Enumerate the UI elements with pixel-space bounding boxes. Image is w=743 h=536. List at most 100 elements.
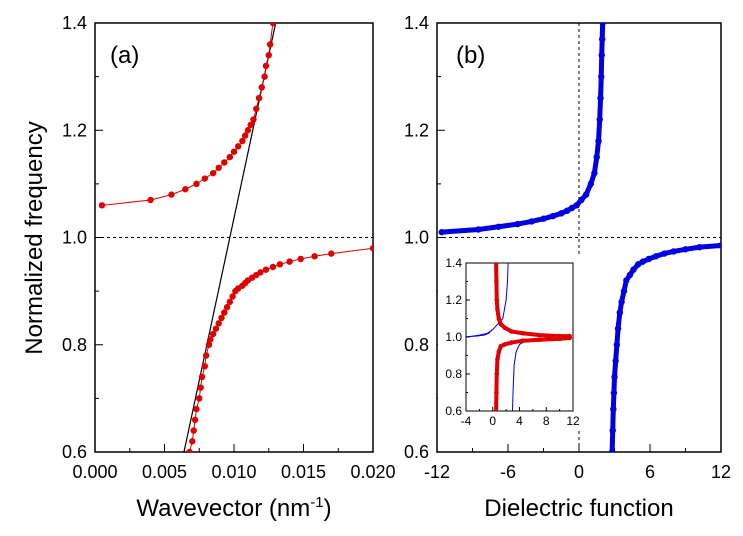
panel-b-series-0-point bbox=[573, 202, 580, 209]
panel-b-series-0-point bbox=[598, 35, 606, 43]
panel-a-series-0-point bbox=[262, 62, 270, 70]
panel-a-x-tick-label: 0.015 bbox=[281, 462, 326, 482]
panel-b-series-0-point bbox=[597, 94, 604, 102]
panel-b-series-0-point bbox=[598, 73, 605, 80]
panel-a-series-1-point bbox=[209, 330, 217, 338]
panel-b-inset-x-tick-label: 0 bbox=[489, 414, 496, 428]
panel-b-inset-series-0-point bbox=[493, 263, 499, 266]
panel-b-inset-series-1-point bbox=[520, 338, 526, 344]
panel-a-x-tick-label: 0.020 bbox=[350, 462, 395, 482]
panel-b-inset-x-tick-label: 4 bbox=[516, 414, 523, 428]
panel-a-series-0-point bbox=[201, 175, 209, 182]
panel-b-series-1-point bbox=[620, 287, 628, 295]
panel-b-series-1-point bbox=[618, 298, 625, 306]
panel-b-y-tick-label: 1.0 bbox=[404, 228, 429, 248]
panel-a-series-0-point bbox=[250, 116, 257, 123]
panel-a-series-1 bbox=[186, 245, 373, 452]
panel-a-chart: 0.000 0.005 0.010 0.015 0.020 0.6 0.8 1.0 1.2 1.4… bbox=[21, 13, 396, 522]
panel-b-inset-series-1-point bbox=[502, 342, 508, 347]
panel-b-inset-x-tick-label: 12 bbox=[566, 414, 580, 428]
panel-b-series-0-point bbox=[549, 212, 557, 220]
panel-a-series-1-point bbox=[191, 416, 199, 424]
panel-a-series-1-point bbox=[262, 266, 270, 273]
panel-a-x-axis-title-main: Wavevector (nm bbox=[136, 495, 310, 522]
panel-a-series-1-point bbox=[198, 373, 206, 381]
panel-a-x-axis-title-suffix: ) bbox=[324, 495, 332, 522]
panel-b-series-1-point bbox=[661, 250, 668, 257]
panel-b-series-0-point bbox=[582, 191, 590, 198]
panel-a-series-0-point bbox=[241, 132, 249, 139]
panel-b-series-1-point bbox=[634, 261, 642, 268]
panel-b-series-0-point bbox=[599, 23, 606, 27]
panel-b-series-1-point bbox=[614, 325, 622, 332]
panel-a-series-1-point bbox=[212, 325, 220, 332]
panel-b-inset-series-1-point bbox=[496, 349, 502, 355]
panel-a-series-0-point bbox=[239, 137, 246, 145]
panel-a-series-1-point bbox=[276, 261, 284, 268]
panel-a-series-0-point bbox=[261, 73, 268, 80]
panel-b-series-0-point bbox=[568, 204, 576, 212]
panel-a-x-axis-title: Wavevector (nm-1) bbox=[136, 494, 331, 522]
panel-a-series-0-point bbox=[168, 191, 175, 198]
panel-a-series-0-point bbox=[265, 51, 272, 59]
panel-a-series-1-point bbox=[218, 314, 225, 322]
panel-b-series-0-point bbox=[495, 223, 502, 230]
panel-a-series-0-point bbox=[193, 180, 200, 188]
panel-b-series-1-point bbox=[609, 427, 616, 434]
panel-a-y-tick-label: 0.6 bbox=[62, 442, 87, 462]
panel-b-series-0-point bbox=[438, 228, 445, 236]
panel-b-series-0-point bbox=[563, 207, 571, 214]
panel-b-series-1-point bbox=[610, 389, 618, 397]
panel-a-series-1-point bbox=[297, 255, 304, 263]
panel-b-series-0-point bbox=[591, 169, 598, 177]
panel-b-inset-thin-series-2 bbox=[466, 329, 493, 338]
panel-b-inset-series-1 bbox=[493, 335, 572, 411]
panel-b-series-0-point bbox=[596, 116, 603, 123]
panel-a-series-1-point bbox=[223, 304, 231, 311]
panel-b-series-1-point bbox=[682, 246, 689, 253]
panel-b-inset-series-0-point bbox=[520, 331, 526, 336]
panel-a-x-tick-label: 0.000 bbox=[72, 462, 117, 482]
panel-a-series-1-point bbox=[189, 438, 196, 445]
panel-a-series-1-point bbox=[201, 363, 209, 370]
panel-b-series-1-point bbox=[652, 253, 660, 260]
panel-b-series-0-point bbox=[595, 137, 602, 145]
panel-b-x-axis-title: Dielectric function bbox=[484, 495, 673, 522]
panel-b-inset-series-1-point bbox=[493, 408, 499, 411]
panel-a-series-1-point bbox=[193, 405, 200, 413]
panel-a-series-1-point bbox=[203, 352, 210, 359]
panel-b-inset-x-tick-label: -4 bbox=[461, 414, 472, 428]
panel-b-inset-series-1-point bbox=[509, 340, 514, 345]
panel-a-series-1-point bbox=[369, 245, 373, 252]
panel-b-inset-series-0-point bbox=[509, 329, 514, 334]
panel-a-y-tick-label: 1.2 bbox=[62, 120, 87, 140]
panel-b-series-0-point bbox=[598, 51, 605, 59]
panel-a-series-0-point bbox=[226, 153, 234, 161]
panel-b-series-0-point bbox=[540, 215, 547, 222]
panel-b-inset-y-tick-label: 1.4 bbox=[445, 256, 462, 270]
panel-b-inset-series-1-point bbox=[537, 337, 542, 343]
panel-a-series-1-point bbox=[269, 263, 277, 271]
panel-b-label: (b) bbox=[456, 42, 485, 69]
panel-b-chart: -12 -6 0 6 12 0.6 0.8 1.0 1.2 1.4 (b) Dielectric fu… bbox=[404, 13, 731, 522]
panel-b-series-0-point bbox=[475, 226, 482, 233]
panel-a-y-tick-label: 1.0 bbox=[62, 228, 87, 248]
panel-b-series-0-point bbox=[558, 210, 565, 217]
panel-a-series-0-point bbox=[98, 202, 106, 209]
panel-b-series-1 bbox=[608, 242, 721, 452]
panel-a-series-1-point bbox=[328, 250, 335, 257]
panel-b-inset-series-1-point bbox=[494, 390, 499, 395]
panel-b-series-0-point bbox=[528, 218, 535, 225]
panel-b-y-tick-label: 1.2 bbox=[404, 120, 429, 140]
panel-a-series-1-point bbox=[196, 395, 203, 402]
panel-b-series-1-point bbox=[696, 243, 703, 251]
panel-a-series-1-line bbox=[189, 247, 373, 452]
panel-a-series-0-point bbox=[244, 127, 252, 134]
panel-b-inset-series-1-point bbox=[567, 335, 572, 341]
panel-a-y-axis-title: Normalized frequency bbox=[21, 121, 48, 354]
panel-b-inset-thin-series-2-line bbox=[466, 329, 493, 338]
panel-b-y-tick-label: 0.6 bbox=[404, 442, 429, 462]
panel-b-series-1-point bbox=[608, 448, 616, 452]
panel-a-series-1-point bbox=[311, 253, 318, 260]
